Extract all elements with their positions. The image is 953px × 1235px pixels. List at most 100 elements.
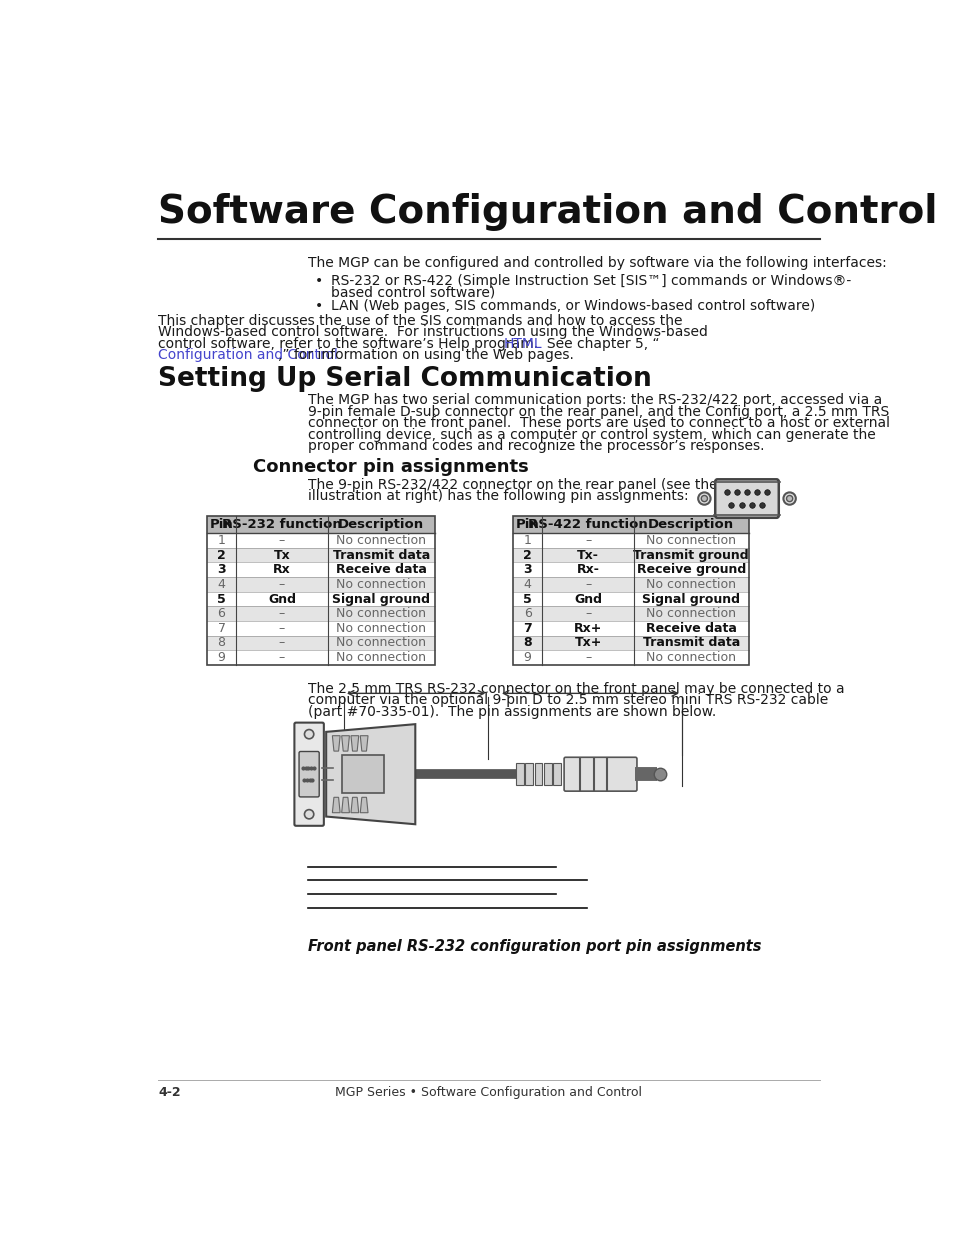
Text: 2: 2 [523,548,532,562]
Text: No connection: No connection [645,651,736,664]
Text: Pin: Pin [210,519,233,531]
Text: Description: Description [647,519,734,531]
Text: 8: 8 [217,636,225,650]
Text: 4: 4 [523,578,531,590]
Text: Rx+: Rx+ [574,621,601,635]
Text: Front panel RS-232 configuration port pin assignments: Front panel RS-232 configuration port pi… [307,939,760,953]
Text: Receive data: Receive data [335,563,426,577]
Text: 9: 9 [217,651,225,664]
Text: Connector pin assignments: Connector pin assignments [253,458,529,475]
Text: Tx+: Tx+ [574,636,601,650]
Bar [525,763,533,785]
Text: Receive data: Receive data [645,621,736,635]
Bar [207,534,435,548]
Text: Tx: Tx [274,548,290,562]
Bar [207,562,435,577]
Polygon shape [332,798,340,813]
Text: computer via the optional 9-pin D to 2.5 mm stereo mini TRS RS-232 cable: computer via the optional 9-pin D to 2.5… [307,693,827,708]
FancyBboxPatch shape [294,722,323,826]
Text: No connection: No connection [335,636,426,650]
Bar [513,516,748,534]
Bar [513,577,748,592]
Text: 7: 7 [523,621,532,635]
Text: No connection: No connection [335,651,426,664]
Bar [207,636,435,651]
Text: 6: 6 [523,608,531,620]
Text: RS-422 function: RS-422 function [528,519,647,531]
Text: LAN (Web pages, SIS commands, or Windows-based control software): LAN (Web pages, SIS commands, or Windows… [331,299,814,314]
Text: Gnd: Gnd [574,593,601,605]
Text: 8: 8 [523,636,532,650]
Text: Transmit data: Transmit data [333,548,430,562]
Polygon shape [341,736,349,751]
Text: Rx-: Rx- [576,563,598,577]
Text: –: – [278,651,285,664]
Text: The MGP has two serial communication ports: the RS-232/422 port, accessed via a: The MGP has two serial communication por… [307,393,881,408]
Text: No connection: No connection [335,578,426,590]
Bar [207,516,435,534]
Text: The 2.5 mm TRS RS-232 connector on the front panel may be connected to a: The 2.5 mm TRS RS-232 connector on the f… [307,682,843,695]
Text: Configuration and Control: Configuration and Control [158,348,337,362]
Bar [513,636,748,651]
Bar [341,755,384,793]
Text: ,” for information on using the Web pages.: ,” for information on using the Web page… [278,348,574,362]
Text: –: – [278,578,285,590]
Polygon shape [351,798,358,813]
Text: No connection: No connection [645,578,736,590]
Bar [207,592,435,606]
Text: The MGP can be configured and controlled by software via the following interface: The MGP can be configured and controlled… [307,256,885,270]
Text: based control software): based control software) [331,285,495,299]
Bar [534,763,542,785]
Circle shape [782,493,795,505]
Text: 9: 9 [523,651,531,664]
Bar [207,548,435,562]
Text: 1: 1 [217,534,225,547]
Text: MGP Series • Software Configuration and Control: MGP Series • Software Configuration and … [335,1086,641,1099]
Text: RS-232 or RS-422 (Simple Instruction Set [SIS™] commands or Windows®-: RS-232 or RS-422 (Simple Instruction Set… [331,274,850,288]
Text: 9-pin female D-sub connector on the rear panel, and the Config port, a 2.5 mm TR: 9-pin female D-sub connector on the rear… [307,405,888,419]
Bar [553,763,560,785]
Bar [513,516,748,664]
Text: Rx: Rx [273,563,291,577]
Text: –: – [278,621,285,635]
Text: Gnd: Gnd [268,593,295,605]
Polygon shape [341,798,349,813]
Bar [513,548,748,562]
Text: (part #70-335-01).  The pin assignments are shown below.: (part #70-335-01). The pin assignments a… [307,705,715,719]
Circle shape [304,730,314,739]
Text: RS-232 function: RS-232 function [222,519,341,531]
Bar [513,562,748,577]
Bar [207,651,435,664]
Bar [207,606,435,621]
Text: HTML: HTML [503,337,541,351]
Text: –: – [584,578,591,590]
Text: illustration at right) has the following pin assignments:: illustration at right) has the following… [307,489,687,504]
Text: This chapter discusses the use of the SIS commands and how to access the: This chapter discusses the use of the SI… [158,314,681,327]
Text: No connection: No connection [335,621,426,635]
Text: –: – [278,534,285,547]
Text: The 9-pin RS-232/422 connector on the rear panel (see the: The 9-pin RS-232/422 connector on the re… [307,478,717,492]
Polygon shape [332,736,340,751]
Text: •: • [315,274,323,288]
Text: Transmit ground: Transmit ground [633,548,748,562]
Text: 7: 7 [217,621,225,635]
Polygon shape [360,798,368,813]
Text: 2: 2 [217,548,226,562]
Text: –: – [278,636,285,650]
Polygon shape [360,736,368,751]
Polygon shape [326,724,415,824]
Text: control software, refer to the software’s Help program.  See chapter 5, “: control software, refer to the software’… [158,337,659,351]
Text: proper command codes and recognize the processor’s responses.: proper command codes and recognize the p… [307,440,763,453]
Text: Receive ground: Receive ground [636,563,745,577]
Text: 5: 5 [217,593,226,605]
Bar [513,606,748,621]
Text: Setting Up Serial Communication: Setting Up Serial Communication [158,366,651,391]
Text: Tx-: Tx- [577,548,598,562]
Circle shape [304,810,314,819]
Bar [513,534,748,548]
FancyBboxPatch shape [298,751,319,797]
Text: Pin: Pin [516,519,539,531]
Bar [513,651,748,664]
Text: –: – [584,651,591,664]
Polygon shape [351,736,358,751]
